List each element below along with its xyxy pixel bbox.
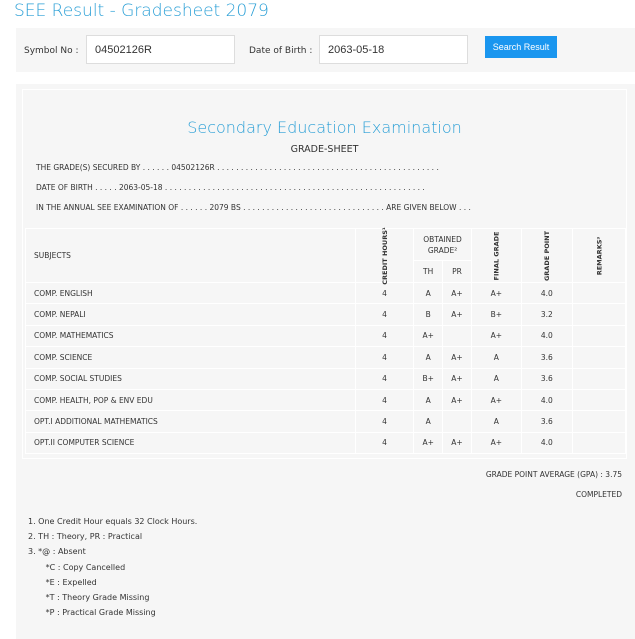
table-row: COMP. ENGLISH 4 A A+ A+ 4.0 [25, 281, 627, 305]
header-obtained: OBTAINED GRADE² [413, 228, 472, 261]
cell-th: A+ [413, 324, 444, 348]
header-th: TH [413, 260, 444, 283]
cell-subject: COMP. MATHEMATICS [25, 324, 356, 348]
search-panel: Symbol No : Date of Birth : Search Resul… [16, 28, 635, 72]
cell-remarks [571, 367, 627, 390]
cell-subject: COMP. ENGLISH [25, 281, 356, 305]
cell-final: A+ [470, 431, 522, 455]
search-result-button[interactable]: Search Result [485, 36, 557, 58]
cell-final: A [470, 346, 522, 369]
note: *C : Copy Cancelled [38, 562, 126, 572]
cell-gp: 4.0 [520, 324, 573, 348]
result-status: COMPLETED [575, 490, 622, 499]
grades-table: SUBJECTS CREDIT HOURS¹ OBTAINED GRADE² F… [25, 227, 627, 455]
cell-pr: A+ [442, 388, 472, 412]
cell-pr: A+ [442, 303, 472, 326]
sheet-heading: Secondary Education Examination [187, 118, 462, 137]
note: 2. TH : Theory, PR : Practical [28, 532, 143, 542]
cell-final: A [470, 367, 522, 390]
cell-gp: 3.6 [520, 410, 573, 433]
gpa: GRADE POINT AVERAGE (GPA) : 3.75 [485, 470, 622, 479]
header-pr: PR [442, 260, 472, 283]
cell-pr: A+ [442, 367, 472, 390]
cell-pr: A+ [442, 346, 472, 369]
dob-input[interactable] [319, 35, 468, 64]
cell-subject: COMP. SOCIAL STUDIES [25, 367, 356, 390]
cell-subject: COMP. SCIENCE [25, 346, 356, 369]
cell-final: A+ [470, 388, 522, 412]
cell-remarks [571, 324, 627, 348]
symbol-label: Symbol No : [24, 46, 79, 56]
cell-subject: OPT.I ADDITIONAL MATHEMATICS [25, 410, 356, 433]
dob-line: DATE OF BIRTH . . . . . 2063-05-18 . . .… [36, 183, 425, 192]
table-row: OPT.II COMPUTER SCIENCE 4 A+ A+ A+ 4.0 [25, 431, 627, 455]
header-gp: GRADE POINT [542, 230, 551, 282]
header-subjects: SUBJECTS [25, 228, 356, 283]
cell-gp: 4.0 [520, 431, 573, 455]
note: *E : Expelled [38, 577, 97, 587]
cell-th: A [413, 346, 444, 369]
note: *T : Theory Grade Missing [38, 593, 150, 603]
gradesheet: Secondary Education Examination GRADE-SH… [22, 89, 627, 459]
cell-gp: 3.6 [520, 367, 573, 390]
table-row: COMP. HEALTH, POP & ENV EDU 4 A A+ A+ 4.0 [25, 388, 627, 412]
cell-credit: 4 [354, 281, 415, 305]
note: 3. *@ : Absent [28, 547, 86, 557]
cell-subject: COMP. HEALTH, POP & ENV EDU [25, 388, 356, 412]
cell-remarks [571, 410, 627, 433]
cell-credit: 4 [354, 410, 415, 433]
note: 1. One Credit Hour equals 32 Clock Hours… [28, 517, 198, 526]
secured-by-line: THE GRADE(S) SECURED BY . . . . . . 0450… [36, 163, 439, 172]
cell-th: A [413, 410, 444, 433]
table-row: COMP. SOCIAL STUDIES 4 B+ A+ A 3.6 [25, 367, 627, 390]
cell-gp: 3.2 [520, 303, 573, 326]
cell-gp: 4.0 [520, 281, 573, 305]
cell-th: B [413, 303, 444, 326]
cell-remarks [571, 388, 627, 412]
cell-final: A+ [470, 281, 522, 305]
cell-th: A [413, 388, 444, 412]
table-row: COMP. MATHEMATICS 4 A+ A+ 4.0 [25, 324, 627, 348]
cell-pr: A+ [442, 281, 472, 305]
header-credit: CREDIT HOURS¹ [380, 227, 389, 285]
footnotes: 1. One Credit Hour equals 32 Clock Hours… [28, 514, 197, 620]
header-remarks: REMARKS³ [594, 236, 603, 276]
exam-line: IN THE ANNUAL SEE EXAMINATION OF . . . .… [36, 203, 471, 212]
cell-pr [442, 410, 472, 433]
header-final: FINAL GRADE [492, 231, 501, 281]
cell-credit: 4 [354, 367, 415, 390]
cell-pr: A+ [442, 431, 472, 455]
symbol-input[interactable] [86, 35, 235, 64]
cell-pr [442, 324, 472, 348]
cell-th: A [413, 281, 444, 305]
cell-gp: 3.6 [520, 346, 573, 369]
table-row: OPT.I ADDITIONAL MATHEMATICS 4 A A 3.6 [25, 410, 627, 433]
cell-subject: OPT.II COMPUTER SCIENCE [25, 431, 356, 455]
cell-remarks [571, 431, 627, 455]
cell-final: A+ [470, 324, 522, 348]
page-title: SEE Result - Gradesheet 2079 [14, 1, 269, 21]
cell-final: A [470, 410, 522, 433]
cell-credit: 4 [354, 388, 415, 412]
cell-gp: 4.0 [520, 388, 573, 412]
cell-th: A+ [413, 431, 444, 455]
cell-subject: COMP. NEPALI [25, 303, 356, 326]
cell-remarks [571, 346, 627, 369]
cell-remarks [571, 303, 627, 326]
cell-credit: 4 [354, 346, 415, 369]
sheet-subheading: GRADE-SHEET [290, 144, 359, 155]
result-panel: Secondary Education Examination GRADE-SH… [16, 84, 635, 639]
cell-credit: 4 [354, 324, 415, 348]
table-row: COMP. SCIENCE 4 A A+ A 3.6 [25, 346, 627, 369]
dob-label: Date of Birth : [249, 46, 313, 56]
note: *P : Practical Grade Missing [38, 608, 156, 618]
table-row: COMP. NEPALI 4 B A+ B+ 3.2 [25, 303, 627, 326]
cell-credit: 4 [354, 431, 415, 455]
cell-remarks [571, 281, 627, 305]
cell-final: B+ [470, 303, 522, 326]
cell-credit: 4 [354, 303, 415, 326]
cell-th: B+ [413, 367, 444, 390]
